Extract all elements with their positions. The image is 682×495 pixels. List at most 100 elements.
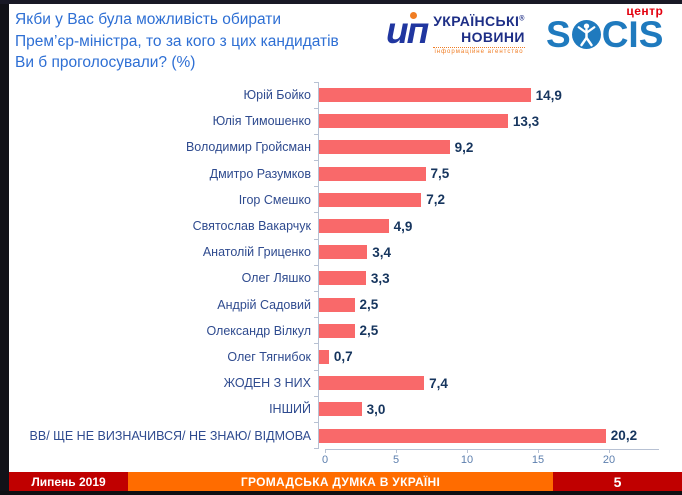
value-label: 13,3 — [512, 113, 540, 129]
logo-orange-dot-icon — [410, 12, 417, 19]
bar-row: Дмитро Разумков 7,5 — [10, 160, 676, 187]
plot-cell: 14,9 — [314, 81, 676, 109]
footer-title: ГРОМАДСЬКА ДУМКА В УКРАЇНІ — [128, 472, 553, 491]
bar-row: Юрій Бойко 14,9 — [10, 81, 676, 109]
x-tick-mark — [609, 449, 610, 453]
plot-cell: 2,5 — [314, 290, 676, 318]
value-label: 4,9 — [393, 218, 413, 234]
bar-rows: Юрій Бойко 14,9 Юлія Тимошенко 13,3 Володими… — [10, 81, 676, 450]
bar-row: Юлія Тимошенко 13,3 — [10, 107, 676, 135]
category-label: Юлія Тимошенко — [212, 114, 311, 129]
value-label: 3,4 — [372, 244, 392, 260]
left-border-strip — [0, 0, 9, 495]
footer-left-spacer — [0, 472, 9, 491]
value-label: 3,3 — [370, 270, 390, 286]
plot-cell: 7,2 — [314, 186, 676, 213]
bar — [319, 114, 508, 129]
bar-row: Андрій Садовий 2,5 — [10, 290, 676, 318]
value-label: 7,5 — [430, 166, 450, 182]
bar — [319, 219, 389, 234]
ukrainski-novyny-wordmark: УКРАЇНСЬКІ® НОВИНИ інформаційне агентств… — [433, 13, 525, 56]
bar-row: ІНШИЙ 3,0 — [10, 395, 676, 423]
category-label: Олег Тягнибок — [227, 349, 311, 364]
category-label: Олександр Вілкул — [206, 323, 311, 338]
bar-row: Анатолій Гриценко 3,4 — [10, 238, 676, 266]
bar — [319, 349, 329, 364]
category-label: Володимир Гройсман — [185, 140, 311, 155]
ukrainski-novyny-mark-icon: ип — [386, 10, 429, 51]
x-tick-label: 15 — [531, 453, 545, 466]
plot-cell: 9,2 — [314, 133, 676, 161]
ukrainski-novyny-logo: ип УКРАЇНСЬКІ® НОВИНИ інформаційне агент… — [386, 10, 525, 56]
registered-mark: ® — [519, 15, 525, 23]
footer-bar: Липень 2019 ГРОМАДСЬКА ДУМКА В УКРАЇНІ 5 — [0, 472, 682, 491]
bar-row: Олександр Вілкул 2,5 — [10, 317, 676, 344]
socis-wordmark: S CIS — [546, 14, 664, 55]
category-label: ІНШИЙ — [269, 402, 311, 417]
title-line-2: Прем’єр-міністра, то за кого з цих канди… — [15, 32, 339, 50]
category-label: Олег Ляшко — [241, 271, 311, 286]
value-label: 2,5 — [359, 297, 379, 313]
bar-row: Олег Тягнибок 0,7 — [10, 343, 676, 371]
bar-chart: Юрій Бойко 14,9 Юлія Тимошенко 13,3 Володими… — [10, 81, 676, 467]
bar-row: Олег Ляшко 3,3 — [10, 264, 676, 292]
plot-cell: 7,4 — [314, 369, 676, 397]
value-label: 3,0 — [366, 401, 386, 417]
bar — [319, 271, 366, 286]
x-tick-mark — [538, 449, 539, 453]
bar — [319, 323, 355, 338]
x-tick-mark — [467, 449, 468, 453]
x-axis: 0 5 10 15 20 — [322, 448, 659, 467]
bar — [319, 140, 450, 155]
plot-cell: 20,2 — [314, 421, 676, 450]
top-border-bar — [0, 0, 682, 4]
bar — [319, 245, 368, 260]
plot-cell: 0,7 — [314, 343, 676, 371]
plot-cell: 4,9 — [314, 212, 676, 240]
x-tick-label: 10 — [460, 453, 474, 466]
x-tick-label: 0 — [321, 453, 329, 466]
category-label: Анатолій Гриценко — [202, 245, 311, 260]
plot-cell: 3,4 — [314, 238, 676, 266]
bar — [319, 88, 531, 103]
bar — [319, 376, 425, 391]
logo-line-2: НОВИНИ — [461, 29, 525, 46]
plot-cell: 2,5 — [314, 317, 676, 344]
socis-center-label: центр — [626, 4, 664, 18]
value-label: 0,7 — [333, 349, 353, 365]
plot-cell: 13,3 — [314, 107, 676, 135]
category-label: ЖОДЕН З НИХ — [223, 376, 311, 391]
bottom-border-strip — [0, 491, 682, 495]
title-line-3: Ви б проголосували? (%) — [15, 54, 196, 72]
bar-row: ВВ/ ЩЕ НЕ ВИЗНАЧИВСЯ/ НЕ ЗНАЮ/ ВІДМОВА 20… — [10, 421, 676, 450]
socis-person-icon — [571, 20, 601, 50]
bar — [319, 166, 426, 181]
footer-date: Липень 2019 — [9, 472, 128, 491]
socis-logo: центр S CIS — [546, 4, 664, 55]
x-tick-label: 5 — [392, 453, 400, 466]
value-label: 7,2 — [426, 192, 445, 208]
plot-cell: 3,0 — [314, 395, 676, 423]
value-label: 2,5 — [359, 323, 379, 339]
bar — [319, 297, 355, 312]
x-tick-mark — [325, 449, 326, 453]
category-label: Андрій Садовий — [217, 297, 311, 312]
plot-cell: 3,3 — [314, 264, 676, 292]
plot-cell: 7,5 — [314, 160, 676, 187]
value-label: 9,2 — [454, 139, 474, 155]
bar-row: Володимир Гройсман 9,2 — [10, 133, 676, 161]
category-label: ВВ/ ЩЕ НЕ ВИЗНАЧИВСЯ/ НЕ ЗНАЮ/ ВІДМОВА — [29, 428, 311, 443]
value-label: 7,4 — [429, 375, 448, 391]
bar — [319, 428, 606, 443]
page-title: Якби у Вас була можливість обирати Прем’… — [15, 9, 351, 74]
x-tick-label: 20 — [602, 453, 616, 466]
x-tick-mark — [396, 449, 397, 453]
bar-row: ЖОДЕН З НИХ 7,4 — [10, 369, 676, 397]
title-line-1: Якби у Вас була можливість обирати — [15, 11, 282, 28]
value-label: 14,9 — [535, 87, 562, 103]
bar-row: Ігор Смешко 7,2 — [10, 186, 676, 213]
bar — [319, 402, 362, 417]
category-label: Дмитро Разумков — [209, 166, 311, 181]
category-label: Святослав Вакарчук — [192, 219, 311, 234]
